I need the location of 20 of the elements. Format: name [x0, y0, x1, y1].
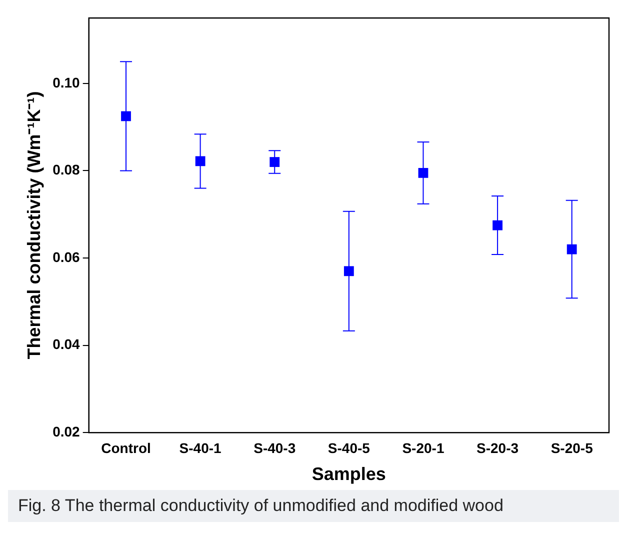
y-tick-label: 0.02 [52, 423, 80, 440]
y-tick-label: 0.10 [52, 74, 80, 90]
point [270, 157, 280, 167]
x-axis-title: Samples [312, 464, 386, 484]
x-tick-label: Control [101, 440, 151, 456]
y-tick-label: 0.04 [52, 336, 80, 352]
x-tick-label: S-20-3 [476, 440, 519, 456]
point [121, 111, 131, 122]
y-tick-label: 0.08 [52, 162, 80, 178]
point [566, 244, 577, 254]
point [195, 156, 206, 166]
x-tick-label: S-40-5 [328, 440, 370, 456]
point [344, 266, 354, 276]
x-tick-label: S-20-5 [550, 440, 594, 456]
y-axis-title: Thermal conductivity (Wm⁻¹K⁻¹) [24, 91, 44, 360]
caption: Fig. 8 The thermal conductivity of unmodified and modified wood [8, 490, 619, 522]
x-tick-label: S-20-1 [402, 440, 444, 456]
x-tick-label: S-40-3 [254, 440, 296, 456]
y-tick-label: 0.06 [52, 248, 80, 265]
x-tick-label: S-40-1 [179, 440, 222, 456]
